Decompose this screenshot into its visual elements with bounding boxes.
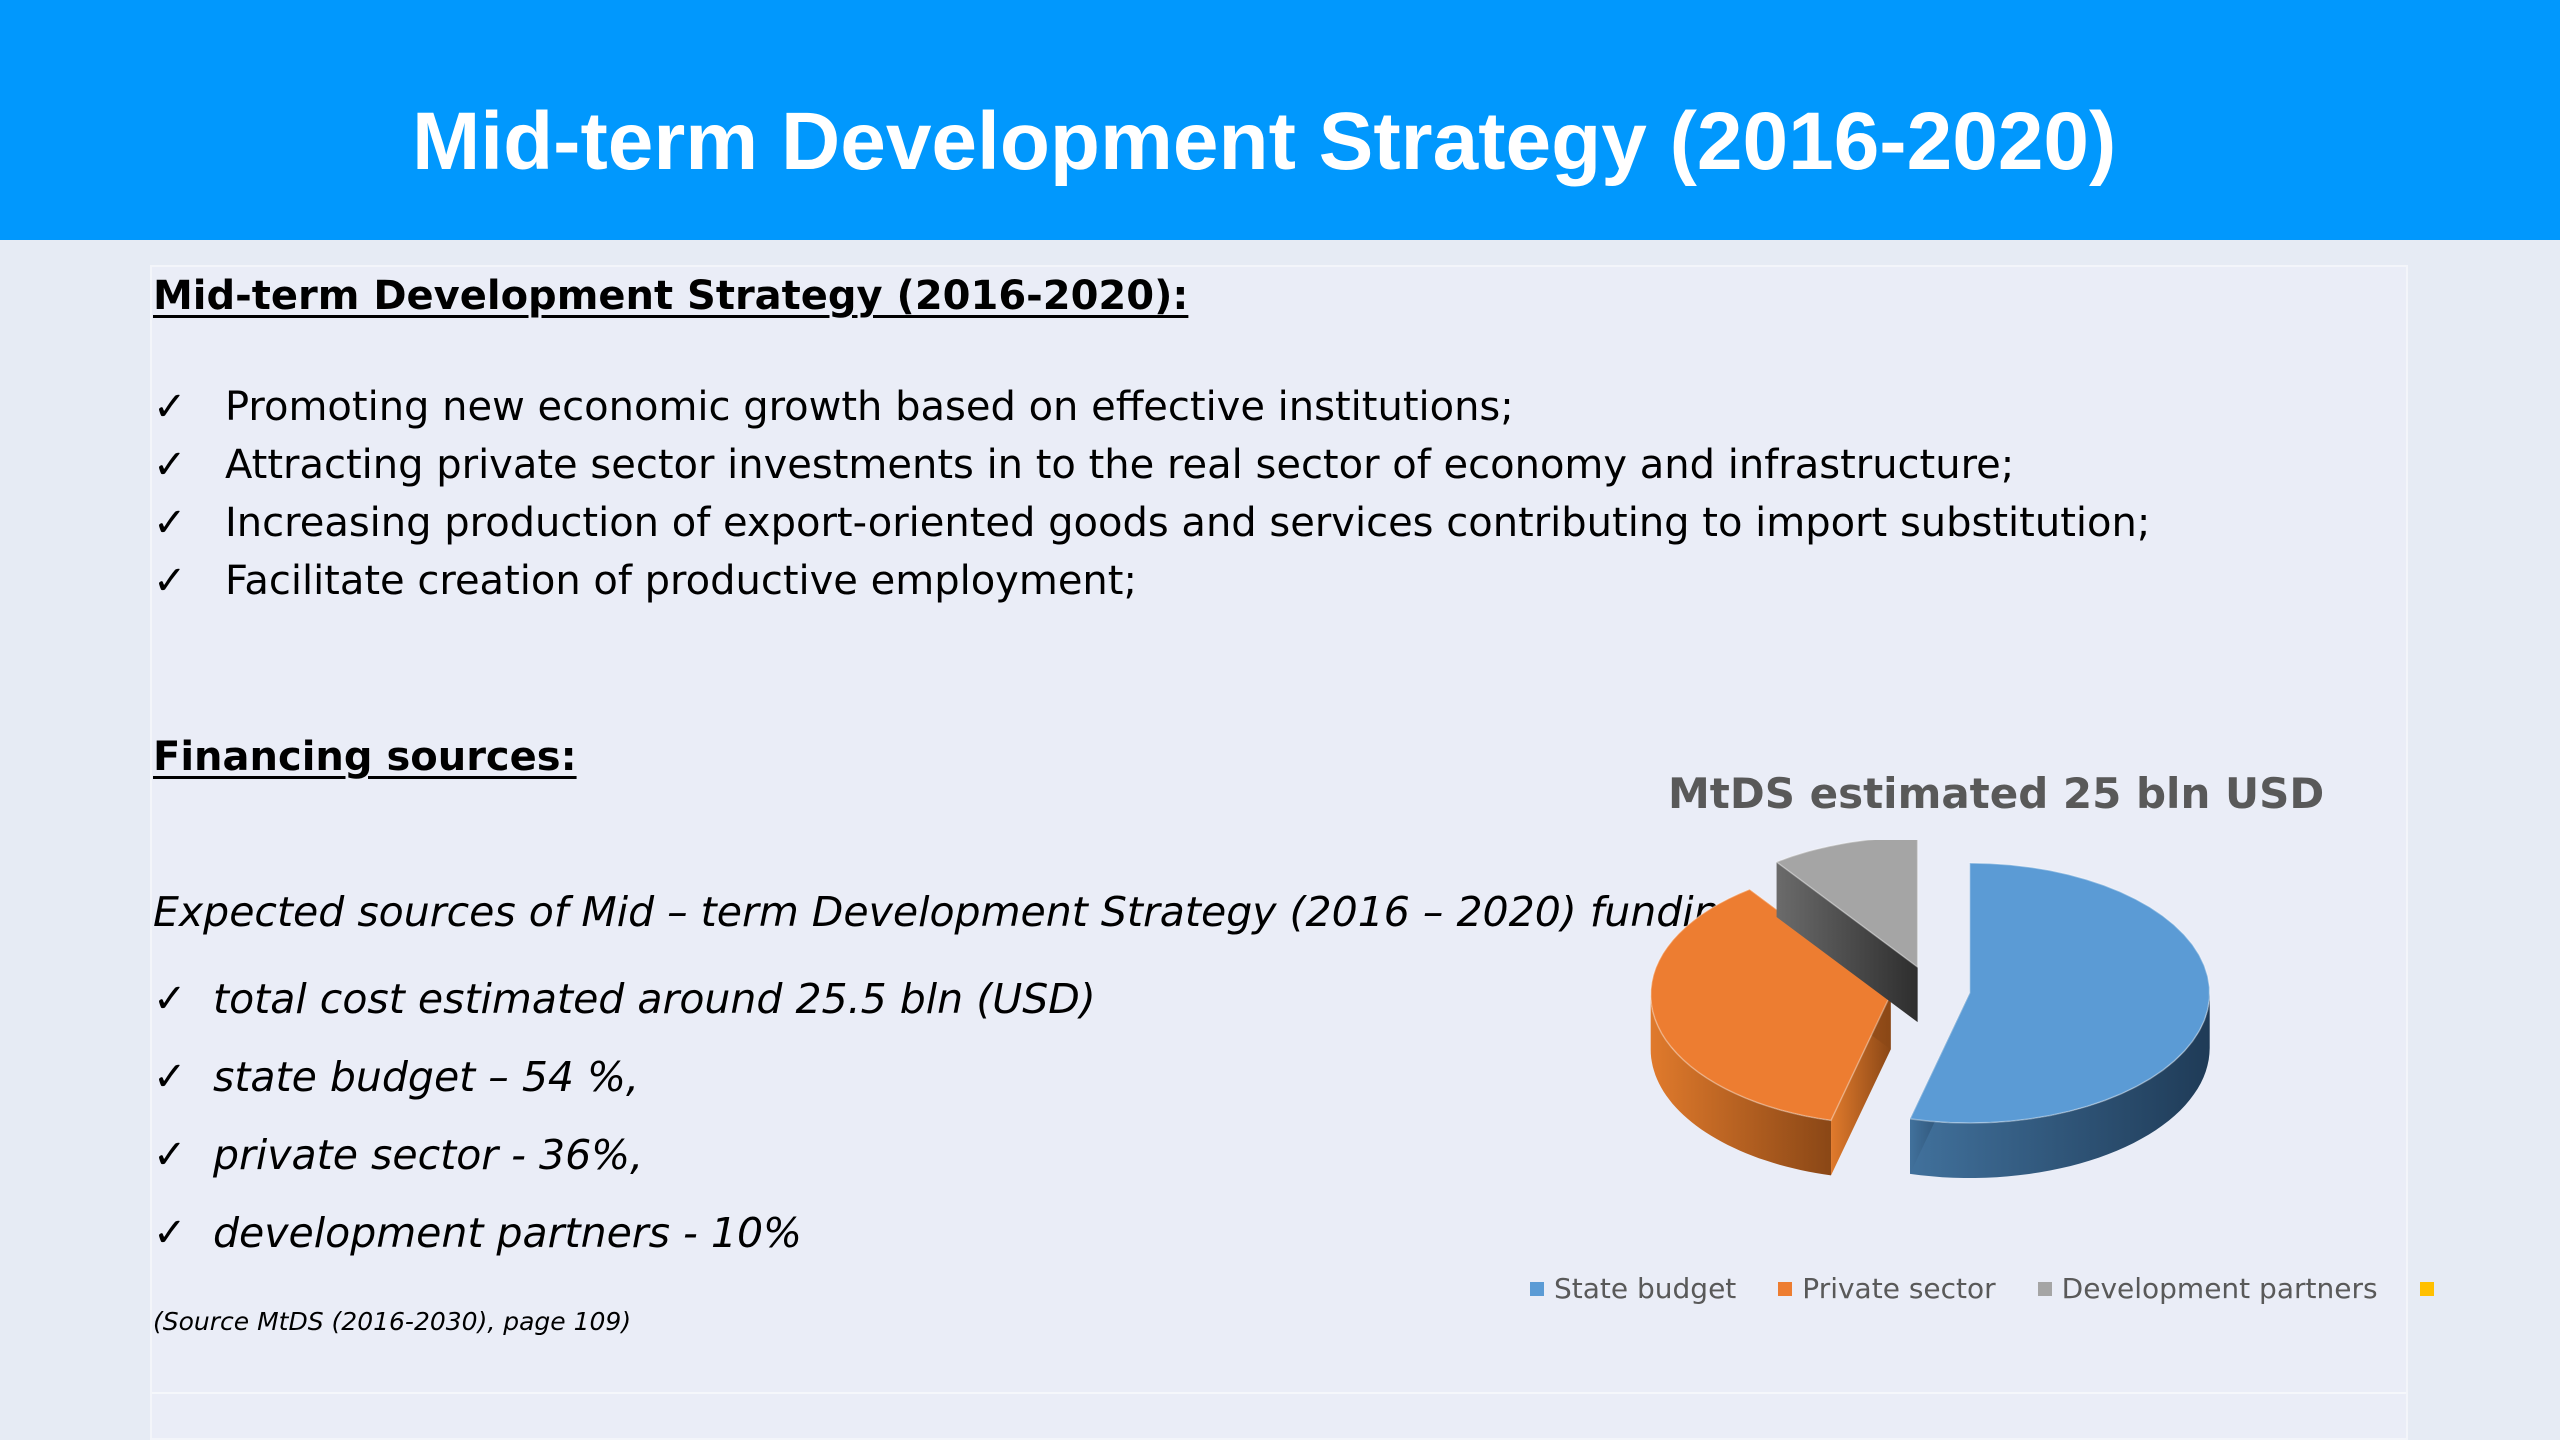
goal-item-3: ✓ Increasing production of export-orient…: [153, 494, 2150, 552]
checkmark-icon: ✓: [153, 558, 187, 604]
financing-text: state budget – 54 %,: [213, 1053, 640, 1101]
pie-slice-state-budget: [1908, 862, 2211, 1178]
legend-label: Development partners: [2061, 1272, 2378, 1305]
checkmark-icon: ✓: [153, 1054, 187, 1100]
title-bar: Mid-term Development Strategy (2016-2020…: [0, 0, 2560, 240]
legend-item-development-partners: Development partners: [2037, 1272, 2378, 1305]
chart-legend: State budget Private sector Development …: [1530, 1272, 2486, 1305]
chart-title: MtDS estimated 25 bln USD: [1668, 769, 2325, 818]
checkmark-icon: ✓: [153, 384, 187, 430]
financing-heading: Financing sources:: [153, 734, 577, 780]
checkmark-icon: ✓: [153, 500, 187, 546]
panel-divider: [152, 1392, 2406, 1394]
pie-slice-private-sector: [1650, 888, 1892, 1176]
financing-text: private sector - 36%,: [213, 1131, 644, 1179]
goal-item-1: ✓ Promoting new economic growth based on…: [153, 378, 2150, 436]
financing-item-1: ✓ total cost estimated around 25.5 bln (…: [153, 960, 1096, 1038]
checkmark-icon: ✓: [153, 1210, 187, 1256]
financing-intro: Expected sources of Mid – term Developme…: [153, 888, 1760, 936]
legend-item-state-budget: State budget: [1530, 1272, 1736, 1305]
legend-swatch: [1778, 1281, 1793, 1296]
legend-swatch: [2037, 1281, 2052, 1296]
goal-text: Promoting new economic growth based on e…: [225, 384, 1514, 430]
pie-chart: [1650, 840, 2211, 1178]
goal-text: Increasing production of export-oriented…: [225, 500, 2151, 546]
financing-item-2: ✓ state budget – 54 %,: [153, 1038, 1096, 1116]
financing-text: total cost estimated around 25.5 bln (US…: [213, 975, 1096, 1023]
source-note: (Source MtDS (2016-2030), page 109): [153, 1307, 632, 1336]
legend-swatch: [1530, 1281, 1544, 1296]
legend-swatch: [2419, 1281, 2434, 1296]
pie-slice-development-partners: [1775, 840, 1919, 1023]
strategy-goals-list: ✓ Promoting new economic growth based on…: [153, 378, 2150, 610]
checkmark-icon: ✓: [153, 976, 187, 1022]
goal-text: Attracting private sector investments in…: [225, 442, 2015, 488]
financing-item-3: ✓ private sector - 36%,: [153, 1116, 1096, 1194]
checkmark-icon: ✓: [153, 442, 187, 488]
legend-item-unlabeled: [2419, 1281, 2444, 1296]
goal-item-4: ✓ Facilitate creation of productive empl…: [153, 552, 2150, 610]
legend-item-private-sector: Private sector: [1778, 1272, 1996, 1305]
legend-label: Private sector: [1802, 1272, 1996, 1305]
financing-item-4: ✓ development partners - 10%: [153, 1194, 1096, 1272]
goal-text: Facilitate creation of productive employ…: [225, 558, 1137, 604]
strategy-heading: Mid-term Development Strategy (2016-2020…: [153, 273, 1189, 319]
financing-text: development partners - 10%: [213, 1209, 802, 1257]
legend-label: State budget: [1554, 1272, 1737, 1305]
goal-item-2: ✓ Attracting private sector investments …: [153, 436, 2150, 494]
page-title: Mid-term Development Strategy (2016-2020…: [412, 96, 2117, 187]
checkmark-icon: ✓: [153, 1132, 187, 1178]
content-panel: [150, 265, 2408, 1440]
financing-list: ✓ total cost estimated around 25.5 bln (…: [153, 960, 1096, 1272]
